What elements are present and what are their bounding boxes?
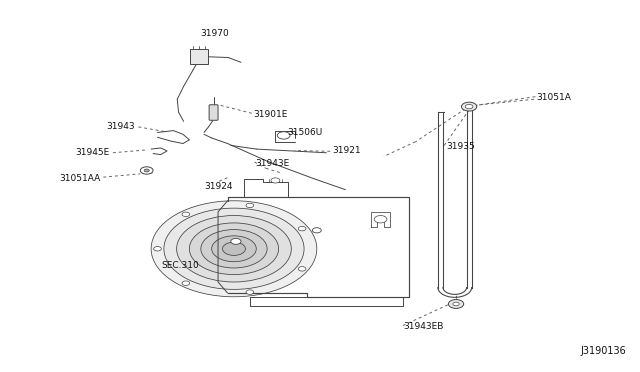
- Text: 31945E: 31945E: [76, 148, 109, 157]
- Circle shape: [246, 203, 253, 208]
- Circle shape: [246, 290, 253, 294]
- Circle shape: [465, 105, 473, 109]
- Circle shape: [177, 215, 291, 282]
- FancyBboxPatch shape: [209, 105, 218, 120]
- Circle shape: [182, 281, 189, 285]
- Text: 31943: 31943: [107, 122, 135, 131]
- Circle shape: [140, 167, 153, 174]
- Text: 31924: 31924: [204, 182, 232, 191]
- Text: 31970: 31970: [200, 29, 229, 38]
- Text: 31943EB: 31943EB: [403, 322, 444, 331]
- Text: 31051A: 31051A: [537, 93, 572, 102]
- Text: J3190136: J3190136: [580, 346, 626, 356]
- Circle shape: [271, 178, 280, 183]
- Text: 31051AA: 31051AA: [59, 174, 100, 183]
- Circle shape: [461, 102, 477, 111]
- Circle shape: [154, 247, 161, 251]
- Circle shape: [449, 299, 464, 308]
- Text: 31935: 31935: [446, 142, 475, 151]
- Circle shape: [298, 267, 306, 271]
- Circle shape: [223, 242, 246, 256]
- Text: 31921: 31921: [333, 147, 362, 155]
- Circle shape: [164, 208, 304, 289]
- Circle shape: [212, 236, 256, 262]
- Text: 31901E: 31901E: [253, 109, 287, 119]
- Circle shape: [144, 169, 149, 172]
- Text: 31943E: 31943E: [255, 159, 289, 169]
- Circle shape: [182, 212, 189, 217]
- Circle shape: [374, 215, 387, 223]
- Text: SEC.310: SEC.310: [161, 261, 199, 270]
- Circle shape: [312, 228, 321, 233]
- Text: 31506U: 31506U: [287, 128, 322, 137]
- Circle shape: [151, 201, 317, 297]
- Circle shape: [231, 238, 241, 244]
- Circle shape: [453, 302, 460, 306]
- Circle shape: [277, 132, 290, 139]
- Circle shape: [298, 227, 306, 231]
- FancyBboxPatch shape: [190, 49, 208, 64]
- Circle shape: [201, 230, 267, 268]
- Circle shape: [189, 223, 278, 275]
